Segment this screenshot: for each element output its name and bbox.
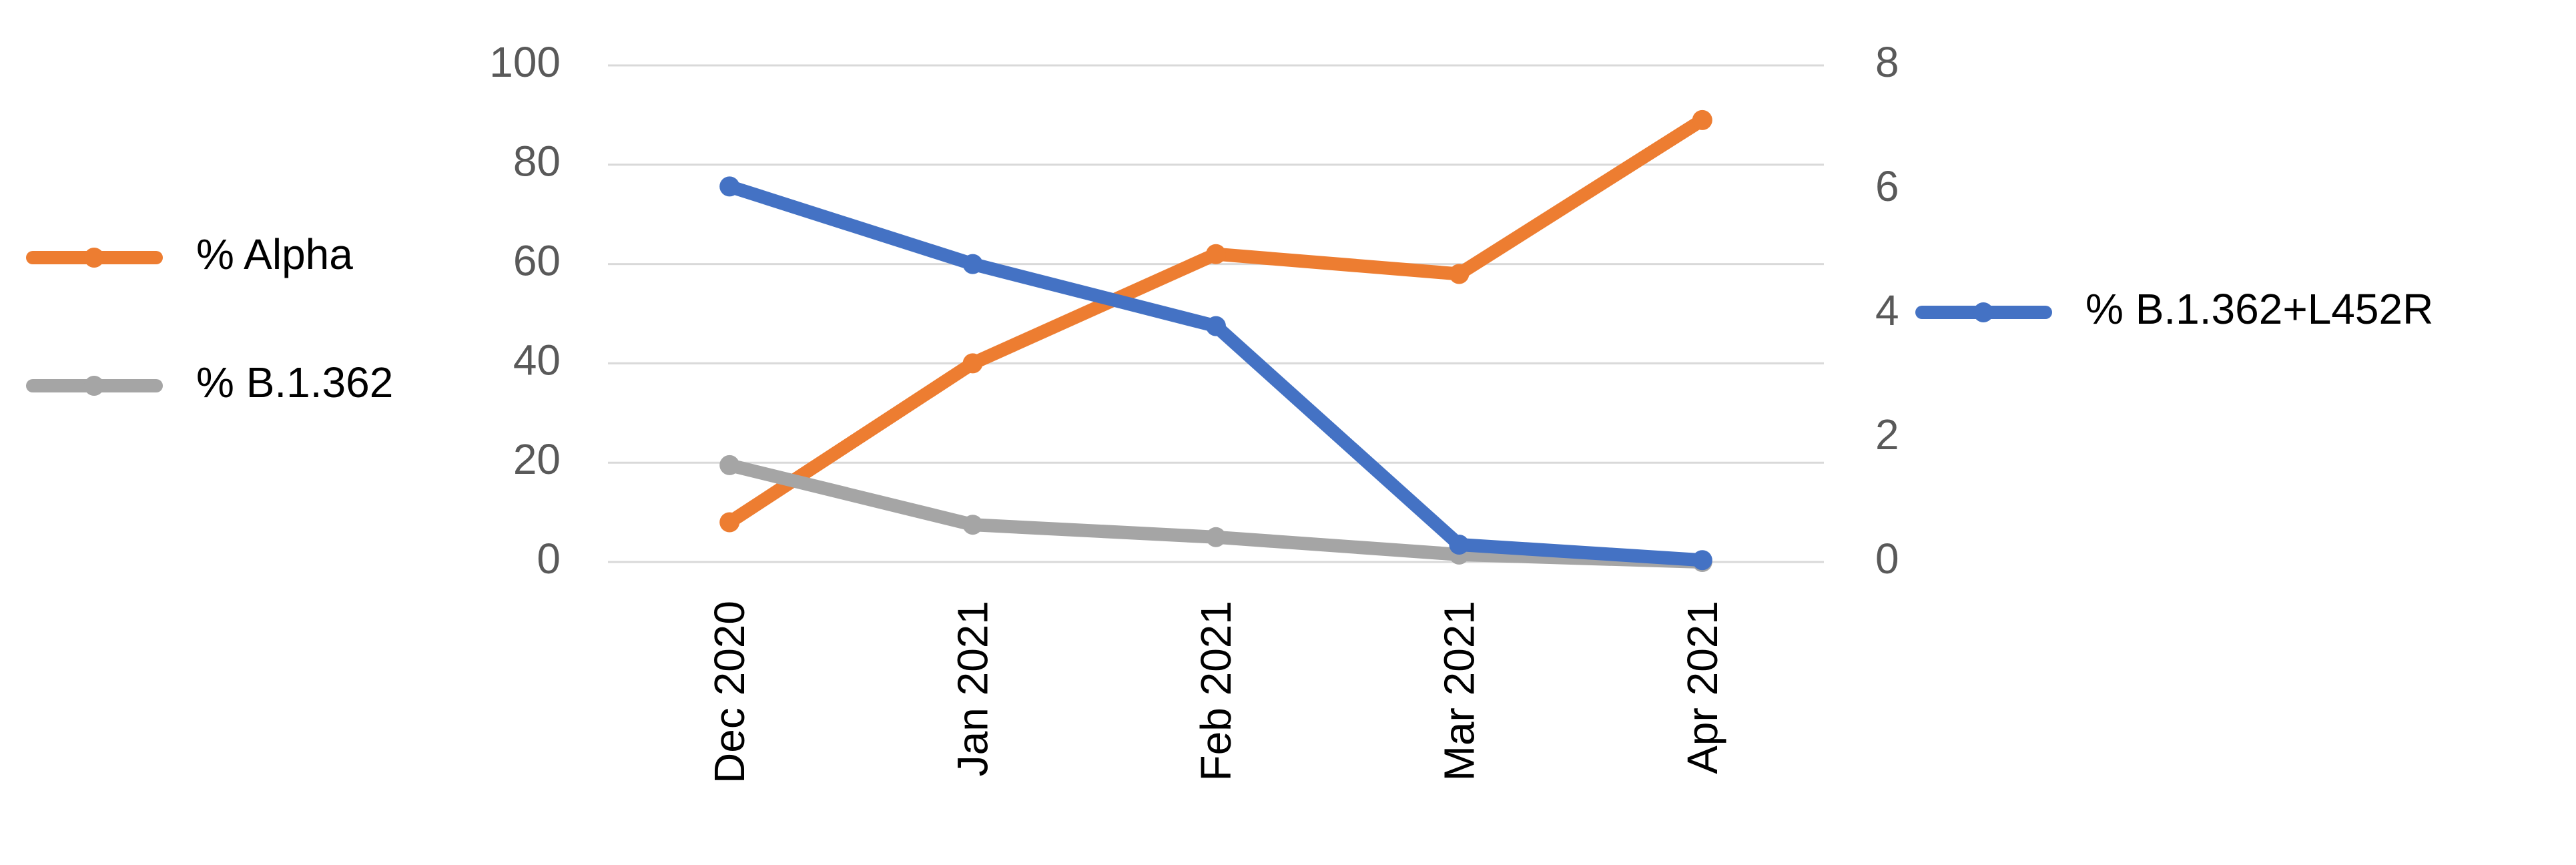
x-tick-label: Apr 2021 — [1678, 601, 1726, 774]
legend-marker — [84, 376, 104, 396]
data-point — [1449, 264, 1470, 284]
x-tick-label: Jan 2021 — [949, 601, 997, 776]
y2-tick-label: 8 — [1875, 38, 1899, 86]
y-tick-label: 20 — [513, 435, 561, 483]
y2-tick-label: 4 — [1875, 286, 1899, 334]
y-tick-label: 80 — [513, 137, 561, 186]
data-point — [1206, 527, 1226, 547]
data-point — [1206, 316, 1226, 336]
x-tick-label: Feb 2021 — [1192, 601, 1240, 781]
data-point — [962, 254, 983, 274]
y-tick-label: 0 — [537, 535, 561, 583]
legend-label: % B.1.362 — [196, 358, 393, 406]
data-point — [719, 176, 740, 197]
data-point — [1692, 109, 1712, 130]
y2-tick-label: 6 — [1875, 162, 1899, 210]
y-tick-label: 60 — [513, 237, 561, 285]
data-point — [719, 455, 740, 475]
data-point — [1692, 550, 1712, 571]
data-point — [962, 353, 983, 374]
legend-marker — [1973, 302, 1993, 322]
y-tick-label: 100 — [489, 38, 561, 86]
y2-tick-label: 0 — [1875, 535, 1899, 583]
data-point — [719, 512, 740, 533]
data-point — [1449, 534, 1470, 555]
legend-marker — [84, 248, 104, 268]
legend-label: % Alpha — [196, 230, 353, 278]
legend-label: % B.1.362+L452R — [2085, 285, 2433, 333]
data-point — [1206, 244, 1226, 264]
x-tick-label: Mar 2021 — [1435, 601, 1483, 781]
x-tick-label: Dec 2020 — [705, 601, 753, 784]
y2-tick-label: 2 — [1875, 410, 1899, 459]
y-tick-label: 40 — [513, 336, 561, 384]
data-point — [962, 515, 983, 535]
